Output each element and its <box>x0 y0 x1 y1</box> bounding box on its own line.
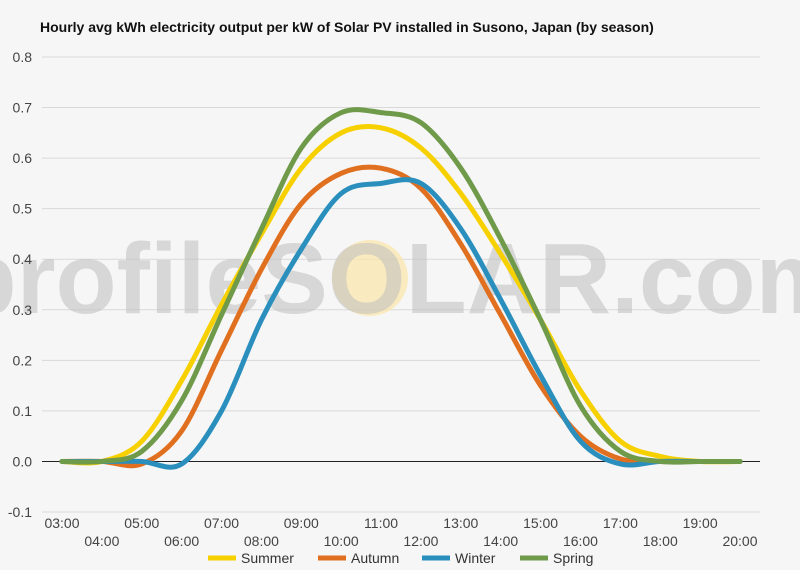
series-lines <box>59 107 743 470</box>
x-tick-label: 16:00 <box>563 533 598 549</box>
legend-label-autumn: Autumn <box>351 550 399 566</box>
watermark-text: profileSOLAR.com <box>0 223 800 335</box>
x-tick-label: 17:00 <box>603 515 638 531</box>
x-tick-label: 13:00 <box>443 515 478 531</box>
watermark: profileSOLAR.com <box>0 223 800 335</box>
x-tick-label: 19:00 <box>683 515 718 531</box>
series-line-autumn <box>59 164 743 469</box>
series-line-spring <box>59 107 743 465</box>
x-tick-label: 12:00 <box>403 533 438 549</box>
legend: Summer Autumn Winter Spring <box>208 550 593 566</box>
y-tick-label: 0.1 <box>13 403 33 419</box>
y-tick-label: -0.1 <box>8 504 32 520</box>
x-tick-label: 05:00 <box>124 515 159 531</box>
y-tick-label: 0.3 <box>13 302 33 318</box>
y-axis-ticks: -0.1 0.0 0.1 0.2 0.3 0.4 0.5 0.6 0.7 0.8 <box>8 49 32 520</box>
x-tick-label: 04:00 <box>84 533 119 549</box>
y-tick-label: 0.8 <box>13 49 33 65</box>
y-tick-label: 0.5 <box>13 201 33 217</box>
x-tick-label: 20:00 <box>722 533 757 549</box>
watermark-sun-icon <box>332 240 408 316</box>
y-tick-label: 0.2 <box>13 352 33 368</box>
legend-label-spring: Spring <box>553 550 593 566</box>
x-tick-label: 07:00 <box>204 515 239 531</box>
x-tick-label: 08:00 <box>244 533 279 549</box>
series-line-winter <box>59 177 743 470</box>
legend-label-summer: Summer <box>241 550 294 566</box>
chart-title: Hourly avg kWh electricity output per kW… <box>40 19 654 35</box>
y-tick-label: 0.0 <box>13 453 33 469</box>
x-tick-label: 14:00 <box>483 533 518 549</box>
y-tick-label: 0.4 <box>13 251 33 267</box>
legend-label-winter: Winter <box>455 550 496 566</box>
x-tick-label: 06:00 <box>164 533 199 549</box>
x-tick-label: 03:00 <box>44 515 79 531</box>
x-axis-ticks: 03:00 04:00 05:00 06:00 07:00 08:00 09:00 10:00… <box>44 515 757 549</box>
x-tick-label: 10:00 <box>324 533 359 549</box>
series-line-summer <box>59 123 743 466</box>
x-tick-label: 09:00 <box>284 515 319 531</box>
x-tick-label: 18:00 <box>643 533 678 549</box>
grid-lines <box>42 56 760 513</box>
x-tick-label: 11:00 <box>364 515 398 531</box>
y-tick-label: 0.6 <box>13 150 33 166</box>
x-tick-label: 15:00 <box>523 515 558 531</box>
y-tick-label: 0.7 <box>13 100 33 116</box>
